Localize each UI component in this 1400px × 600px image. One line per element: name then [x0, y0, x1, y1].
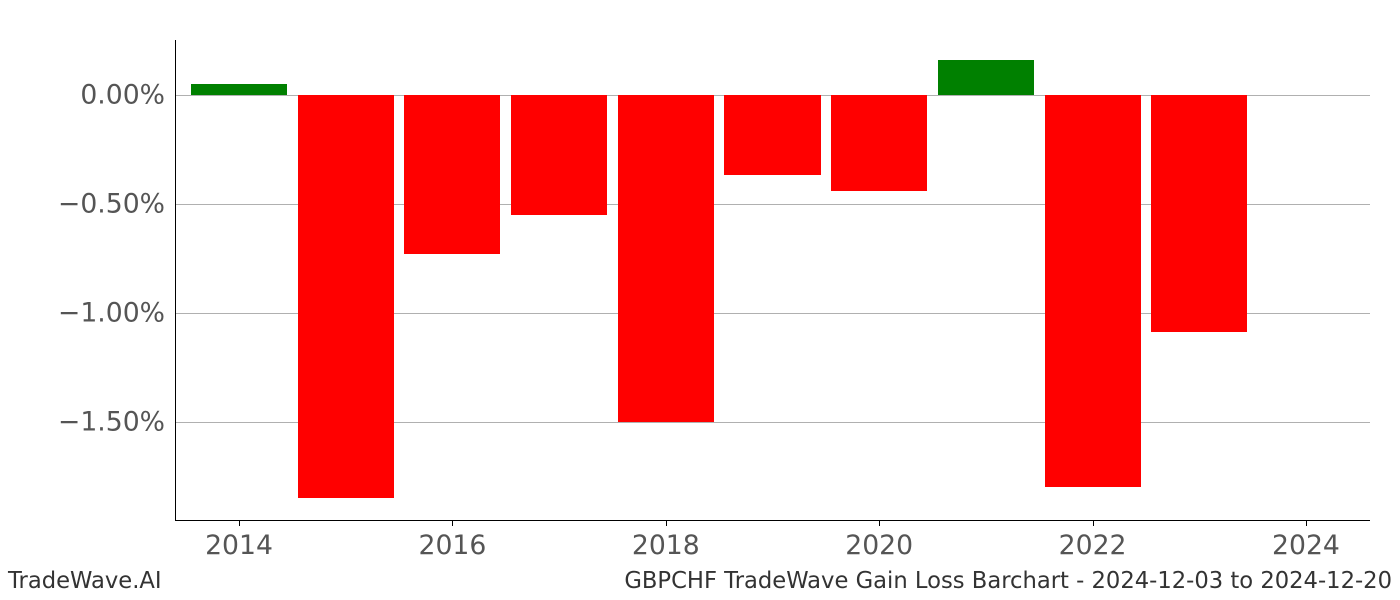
bar	[511, 95, 607, 215]
bar	[831, 95, 927, 191]
chart-figure: 0.00% −0.50% −1.00% −1.50% 2014 2016 2018 2020 2…	[0, 0, 1400, 600]
x-tick-label: 2022	[1059, 520, 1127, 561]
plot-area: 0.00%−0.50%−1.00%−1.50%20142016201820202…	[175, 40, 1370, 520]
bar	[298, 95, 394, 499]
bar	[404, 95, 500, 254]
footer-right-text: GBPCHF TradeWave Gain Loss Barchart - 20…	[624, 568, 1392, 594]
bar	[191, 84, 287, 95]
y-tick-label: −0.50%	[58, 188, 175, 219]
x-tick-label: 2014	[205, 520, 273, 561]
footer-left-text: TradeWave.AI	[8, 568, 162, 594]
x-tick-label: 2024	[1272, 520, 1340, 561]
bar	[938, 60, 1034, 95]
bar	[618, 95, 714, 422]
axis-spine-bottom	[175, 520, 1370, 521]
y-tick-label: −1.00%	[58, 297, 175, 328]
bar	[1151, 95, 1247, 333]
x-tick-label: 2018	[632, 520, 700, 561]
y-tick-label: −1.50%	[58, 406, 175, 437]
axis-spine-left	[175, 40, 176, 520]
bar	[1045, 95, 1141, 488]
y-tick-label: 0.00%	[80, 79, 175, 110]
x-tick-label: 2016	[418, 520, 486, 561]
x-tick-label: 2020	[845, 520, 913, 561]
bar	[724, 95, 820, 176]
